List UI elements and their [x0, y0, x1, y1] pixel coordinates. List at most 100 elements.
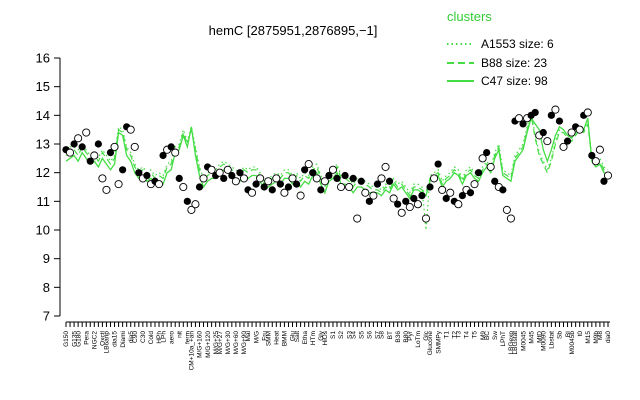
- x-tick-label: M/G+60: [233, 331, 240, 355]
- data-point: [486, 162, 495, 171]
- x-tick-label: S2: [338, 331, 345, 339]
- data-point: [478, 154, 487, 163]
- data-point: [483, 149, 491, 157]
- data-point: [397, 208, 406, 217]
- data-point: [191, 200, 200, 209]
- data-point: [474, 169, 483, 177]
- x-tick-label: BMM: [282, 331, 289, 346]
- data-point: [454, 200, 463, 209]
- data-point: [309, 169, 317, 177]
- x-tick-label: Cold: [148, 331, 155, 345]
- x-tick-label: HPh: [156, 331, 163, 344]
- data-point: [167, 143, 175, 151]
- data-point: [272, 174, 281, 183]
- x-tick-label: Glucone: [427, 331, 434, 356]
- x-tick-label: BT: [387, 331, 394, 339]
- data-point: [248, 188, 257, 197]
- data-point: [458, 192, 466, 200]
- series-line-dashed: [65, 115, 609, 197]
- data-point: [539, 128, 547, 137]
- data-point: [389, 194, 398, 203]
- x-tick-label: T2: [451, 331, 458, 339]
- data-point: [82, 128, 91, 137]
- data-point: [600, 177, 608, 185]
- x-tick-label: Lbstat: [549, 331, 556, 349]
- x-tick-label: M/G+120: [205, 331, 212, 358]
- data-point: [563, 137, 572, 145]
- data-point: [499, 186, 507, 194]
- x-tick-label: NGC2: [92, 331, 99, 349]
- data-point: [333, 174, 341, 182]
- data-point: [268, 186, 276, 194]
- data-point: [491, 177, 499, 185]
- x-tick-label: dia0: [605, 331, 612, 344]
- x-tick-label: S4: [350, 331, 357, 339]
- x-tick-label: Glc: [423, 330, 430, 341]
- x-tick-label: dia15: [112, 331, 119, 347]
- x-tick-label: aero: [168, 331, 175, 344]
- x-tick-label: M/G+160: [197, 331, 204, 358]
- x-tick-label: dia5: [128, 331, 135, 344]
- data-point: [236, 169, 244, 177]
- x-tick-label: Sb: [557, 331, 564, 339]
- data-point: [394, 200, 402, 208]
- data-point: [341, 171, 349, 180]
- legend-label-b88: B88 size: 23: [481, 56, 547, 70]
- x-tick-label: C90: [132, 331, 139, 343]
- x-tick-label: M9b: [593, 331, 600, 344]
- x-tick-label: M0045b: [569, 331, 576, 355]
- x-tick-label: Mal: [245, 330, 252, 341]
- data-point: [551, 105, 560, 114]
- x-tick-label: SMMPy: [435, 330, 442, 354]
- data-point: [502, 205, 511, 214]
- legend-title: clusters: [447, 9, 492, 24]
- data-point: [135, 169, 143, 177]
- data-point: [304, 160, 313, 169]
- x-tick-label: T5: [472, 331, 479, 339]
- data-point: [466, 189, 475, 197]
- data-point: [418, 192, 426, 200]
- x-tick-label: Pyr: [407, 330, 414, 341]
- y-tick-label: 10: [36, 223, 50, 238]
- x-tick-label: S3: [346, 331, 353, 339]
- data-point: [215, 168, 224, 177]
- data-point: [312, 174, 321, 183]
- series-line-dotted: [65, 112, 609, 231]
- data-point: [385, 177, 394, 185]
- data-point: [434, 160, 442, 168]
- data-point: [264, 177, 273, 186]
- x-tick-label: MtD: [536, 331, 543, 343]
- y-ticks: 7 8 9 10 11 12 13 14 15 16: [36, 51, 60, 324]
- x-tick-label: t0: [577, 331, 584, 337]
- x-tick-label: T1: [443, 331, 450, 339]
- data-points: [62, 105, 613, 223]
- data-point: [328, 165, 338, 174]
- x-tick-label: T4: [464, 331, 471, 339]
- x-tick-label: BI: [565, 331, 572, 337]
- data-point: [353, 214, 362, 223]
- x-tick-label: Pera: [83, 331, 90, 345]
- data-point: [292, 180, 301, 188]
- x-tick-label: B36: [395, 331, 402, 343]
- x-tick-label: M15: [585, 331, 592, 344]
- data-point: [426, 183, 434, 191]
- x-tick-label: CM+10a_+an: [189, 331, 196, 371]
- y-tick-label: 11: [37, 194, 51, 209]
- data-point: [276, 180, 284, 188]
- data-point: [86, 157, 94, 165]
- x-tick-label: T3: [456, 331, 463, 339]
- data-point: [325, 171, 333, 180]
- x-tick-label: Glu: [290, 331, 297, 342]
- x-tick-label: ferm: [185, 331, 192, 344]
- x-tick-label: M8: [597, 331, 604, 340]
- x-tick-label: M0090: [540, 331, 547, 351]
- series-lines: [65, 112, 609, 231]
- x-tick-label: Oxctl: [100, 330, 107, 345]
- data-point: [575, 125, 584, 134]
- x-tick-label: LBGexp: [508, 331, 515, 355]
- data-point: [405, 203, 414, 212]
- data-point: [187, 205, 196, 214]
- x-tick-label: LBGstat: [512, 331, 519, 355]
- data-point: [110, 142, 119, 151]
- data-point: [373, 180, 382, 188]
